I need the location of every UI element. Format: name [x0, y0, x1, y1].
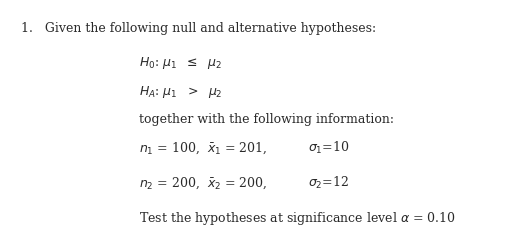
Text: together with the following information:: together with the following information: [139, 113, 393, 126]
Text: $H_A$: $\mu_1$  $>$  $\mu_2$: $H_A$: $\mu_1$ $>$ $\mu_2$ [139, 84, 222, 100]
Text: $n_2$ = 200,  $\bar{x}_2$ = 200,: $n_2$ = 200, $\bar{x}_2$ = 200, [139, 176, 267, 191]
Text: $\sigma_1$=10: $\sigma_1$=10 [308, 140, 349, 156]
Text: Test the hypotheses at significance level $\alpha$ = 0.10: Test the hypotheses at significance leve… [139, 210, 456, 227]
Text: $\sigma_{2}$=12: $\sigma_{2}$=12 [308, 175, 349, 191]
Text: 1.   Given the following null and alternative hypotheses:: 1. Given the following null and alternat… [21, 22, 376, 35]
Text: $H_0$: $\mu_1$  $\leq$  $\mu_2$: $H_0$: $\mu_1$ $\leq$ $\mu_2$ [139, 55, 222, 71]
Text: $n_1$ = 100,  $\bar{x}_1$ = 201,: $n_1$ = 100, $\bar{x}_1$ = 201, [139, 140, 267, 156]
